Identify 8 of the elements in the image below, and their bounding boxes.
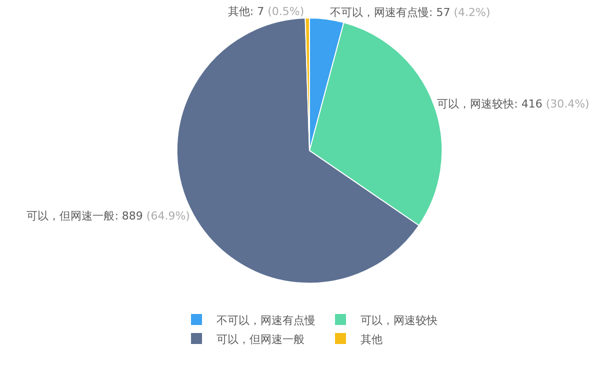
data-label: 可以，网速较快: 416 (30.4%) — [437, 97, 590, 110]
legend-label: 其他 — [360, 332, 382, 346]
data-label: 不可以，网速有点慢: 57 (4.2%) — [330, 6, 490, 20]
legend-label: 可以，网速较快 — [360, 314, 438, 327]
legend-label: 不可以，网速有点慢 — [216, 314, 316, 327]
data-label: 可以，但网速一般: 889 (64.9%) — [26, 209, 190, 222]
legend-label: 可以，但网速一般 — [216, 332, 304, 346]
data-label: 其他: 7 (0.5%) — [228, 5, 304, 18]
